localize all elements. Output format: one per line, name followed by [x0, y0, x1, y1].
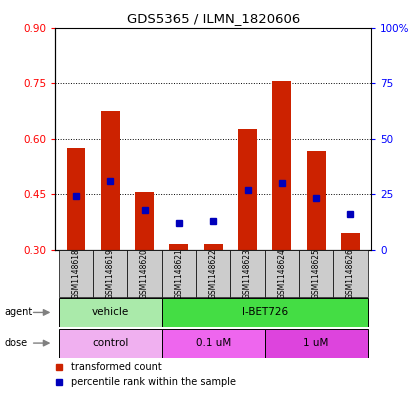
Text: 0.1 uM: 0.1 uM	[195, 338, 230, 348]
Text: I-BET726: I-BET726	[241, 307, 287, 318]
Text: GSM1148621: GSM1148621	[174, 248, 183, 299]
Bar	[58, 298, 161, 327]
Bar	[196, 250, 230, 297]
Bar	[101, 111, 119, 250]
Bar	[58, 329, 161, 358]
Text: GSM1148626: GSM1148626	[345, 248, 354, 299]
Bar	[230, 250, 264, 297]
Bar	[306, 151, 325, 250]
Text: dose: dose	[4, 338, 27, 348]
Title: GDS5365 / ILMN_1820606: GDS5365 / ILMN_1820606	[126, 12, 299, 25]
Bar	[161, 329, 264, 358]
Bar	[161, 250, 196, 297]
Bar	[203, 244, 222, 250]
Text: GSM1148619: GSM1148619	[106, 248, 115, 299]
Bar	[135, 192, 154, 250]
Text: GSM1148623: GSM1148623	[243, 248, 252, 299]
Bar	[58, 250, 93, 297]
Text: GSM1148620: GSM1148620	[140, 248, 149, 299]
Bar	[264, 329, 367, 358]
Text: control: control	[92, 338, 128, 348]
Bar	[66, 148, 85, 250]
Bar	[298, 250, 333, 297]
Bar	[127, 250, 161, 297]
Bar	[272, 81, 290, 250]
Text: 1 uM: 1 uM	[303, 338, 328, 348]
Text: agent: agent	[4, 307, 32, 318]
Text: transformed count: transformed count	[71, 362, 162, 372]
Text: vehicle: vehicle	[91, 307, 128, 318]
Text: GSM1148624: GSM1148624	[276, 248, 285, 299]
Text: GSM1148618: GSM1148618	[71, 248, 80, 299]
Text: percentile rank within the sample: percentile rank within the sample	[71, 377, 236, 387]
Bar	[264, 250, 298, 297]
Bar	[340, 233, 359, 250]
Text: GSM1148625: GSM1148625	[311, 248, 320, 299]
Bar	[169, 244, 188, 250]
Bar	[161, 298, 367, 327]
Bar	[238, 129, 256, 250]
Bar	[333, 250, 367, 297]
Bar	[93, 250, 127, 297]
Text: GSM1148622: GSM1148622	[208, 248, 217, 299]
